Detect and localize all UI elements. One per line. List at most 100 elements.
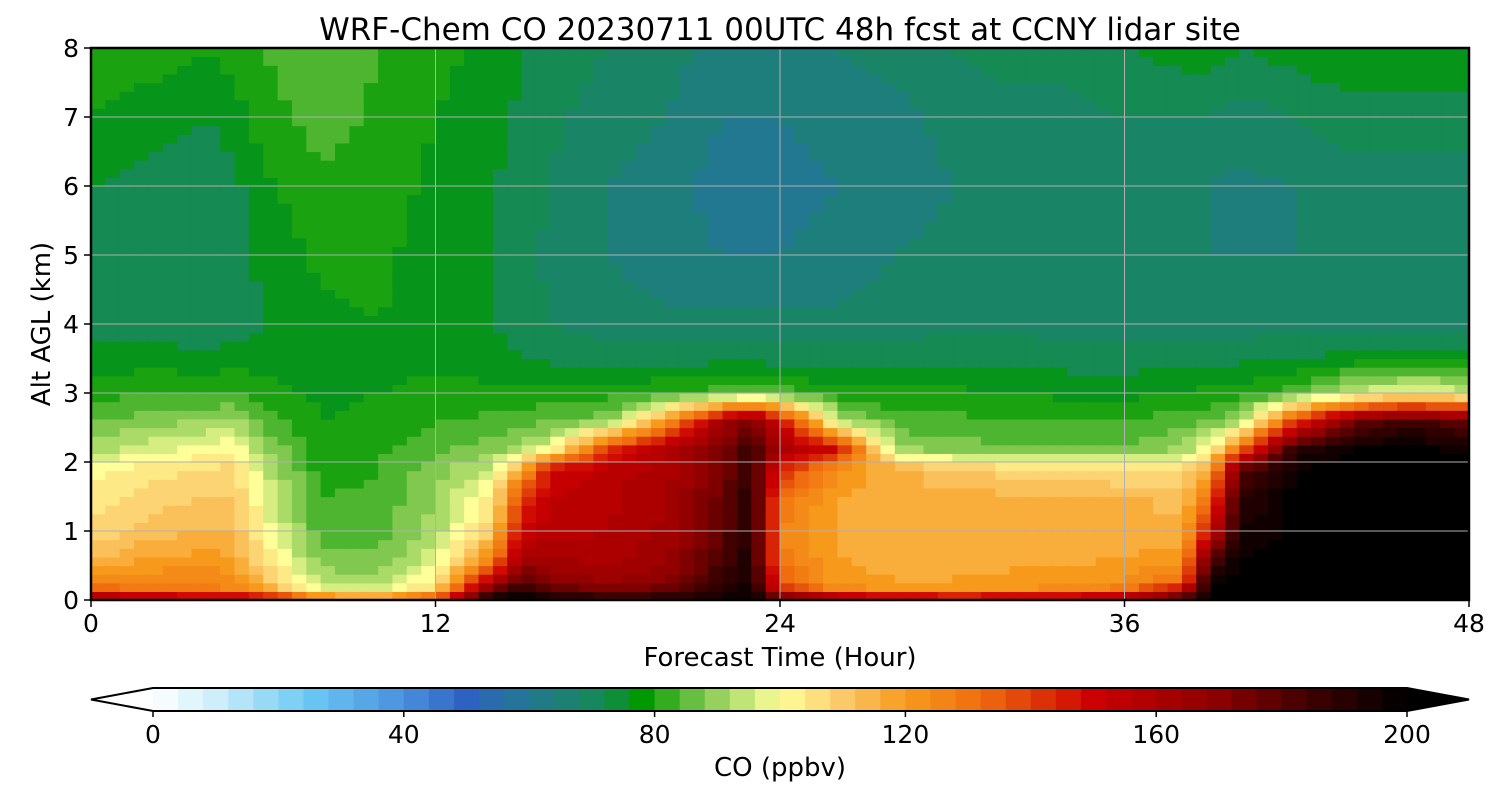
heatmap-cell <box>91 315 106 325</box>
heatmap-cell <box>177 548 193 558</box>
heatmap-cell <box>119 479 135 489</box>
heatmap-cell <box>248 418 264 429</box>
heatmap-cell <box>119 280 135 291</box>
heatmap-cell <box>880 168 896 178</box>
heatmap-cell <box>980 65 996 75</box>
heatmap-cell <box>148 444 164 454</box>
heatmap-cell <box>177 82 193 92</box>
heatmap-cell <box>220 306 236 316</box>
heatmap-cell <box>550 168 566 178</box>
heatmap-cell <box>622 151 638 161</box>
heatmap-cell <box>1024 298 1039 308</box>
heatmap-cell <box>1153 324 1169 334</box>
heatmap-cell <box>808 496 824 506</box>
heatmap-cell <box>291 582 307 592</box>
heatmap-cell <box>693 168 709 178</box>
heatmap-cell <box>722 82 738 92</box>
heatmap-cell <box>363 91 379 101</box>
heatmap-cell <box>751 505 767 515</box>
heatmap-cell <box>650 142 666 153</box>
heatmap-cell <box>1009 82 1025 92</box>
heatmap-cell <box>909 410 925 420</box>
heatmap-cell <box>550 410 566 420</box>
heatmap-cell <box>263 427 279 437</box>
heatmap-cell <box>636 375 652 385</box>
heatmap-cell <box>995 410 1011 420</box>
heatmap-cell <box>507 246 523 256</box>
heatmap-cell <box>650 332 666 342</box>
heatmap-cell <box>1009 341 1025 351</box>
heatmap-cell <box>521 436 537 446</box>
heatmap-cell <box>952 453 968 463</box>
heatmap-cell <box>837 255 853 265</box>
heatmap-cell <box>291 306 307 316</box>
heatmap-cell <box>363 591 379 601</box>
heatmap-cell <box>177 358 193 368</box>
heatmap-cell <box>1181 168 1197 178</box>
heatmap-cell <box>349 263 365 273</box>
heatmap-cell <box>1067 358 1083 368</box>
heatmap-cell <box>866 315 882 325</box>
heatmap-cell <box>1095 142 1111 153</box>
heatmap-cell <box>435 556 451 567</box>
heatmap-cell <box>91 82 106 92</box>
heatmap-cell <box>708 582 724 592</box>
heatmap-cell <box>894 56 910 66</box>
heatmap-cell <box>363 211 379 222</box>
heatmap-cell <box>722 306 738 316</box>
heatmap-cell <box>406 341 422 351</box>
heatmap-cell <box>693 99 709 109</box>
heatmap-cell <box>177 142 193 153</box>
heatmap-cell <box>808 548 824 558</box>
heatmap-cell <box>1167 263 1183 273</box>
heatmap-cell <box>263 289 279 299</box>
heatmap-cell <box>1167 427 1183 437</box>
heatmap-cell <box>722 220 738 230</box>
heatmap-cell <box>808 324 824 334</box>
heatmap-cell <box>894 142 910 153</box>
heatmap-cell <box>449 341 465 351</box>
heatmap-cell <box>306 280 322 291</box>
heatmap-cell <box>1038 513 1054 523</box>
heatmap-cell <box>837 349 853 360</box>
heatmap-cell <box>693 548 709 558</box>
heatmap-cell <box>765 470 781 480</box>
heatmap-cell <box>1095 393 1111 403</box>
heatmap-cell <box>765 117 781 127</box>
heatmap-cell <box>1138 418 1154 429</box>
heatmap-cell <box>550 117 566 127</box>
heatmap-cell <box>1081 418 1097 429</box>
heatmap-cell <box>363 56 379 66</box>
heatmap-cell <box>966 487 982 498</box>
heatmap-cell <box>923 436 939 446</box>
heatmap-cell <box>392 556 408 567</box>
heatmap-cell <box>894 436 910 446</box>
heatmap-cell <box>1095 91 1111 101</box>
heatmap-cell <box>1138 211 1154 222</box>
heatmap-cell <box>765 418 781 429</box>
heatmap-cell <box>291 453 307 463</box>
heatmap-cell <box>320 470 336 480</box>
heatmap-cell <box>535 263 551 273</box>
heatmap-cell <box>579 151 594 161</box>
heatmap-cell <box>91 341 106 351</box>
heatmap-cell <box>1081 565 1097 575</box>
heatmap-cell <box>1153 401 1169 411</box>
heatmap-cell <box>521 108 537 118</box>
heatmap-cell <box>751 513 767 523</box>
heatmap-cell <box>1024 522 1039 532</box>
heatmap-cell <box>507 427 523 437</box>
heatmap-cell <box>679 418 695 429</box>
heatmap-cell <box>1067 298 1083 308</box>
heatmap-cell <box>521 505 537 515</box>
heatmap-cell <box>363 151 379 161</box>
heatmap-cell <box>392 160 408 170</box>
heatmap-cell <box>535 349 551 360</box>
heatmap-cell <box>1095 306 1111 316</box>
heatmap-cell <box>306 168 322 178</box>
heatmap-cell <box>966 324 982 334</box>
heatmap-cell <box>579 332 594 342</box>
heatmap-cell <box>320 237 336 247</box>
heatmap-cell <box>449 280 465 291</box>
